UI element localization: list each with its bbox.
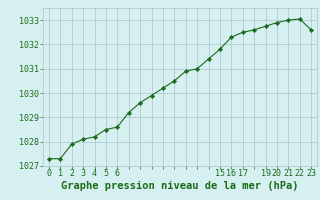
- X-axis label: Graphe pression niveau de la mer (hPa): Graphe pression niveau de la mer (hPa): [61, 181, 299, 191]
